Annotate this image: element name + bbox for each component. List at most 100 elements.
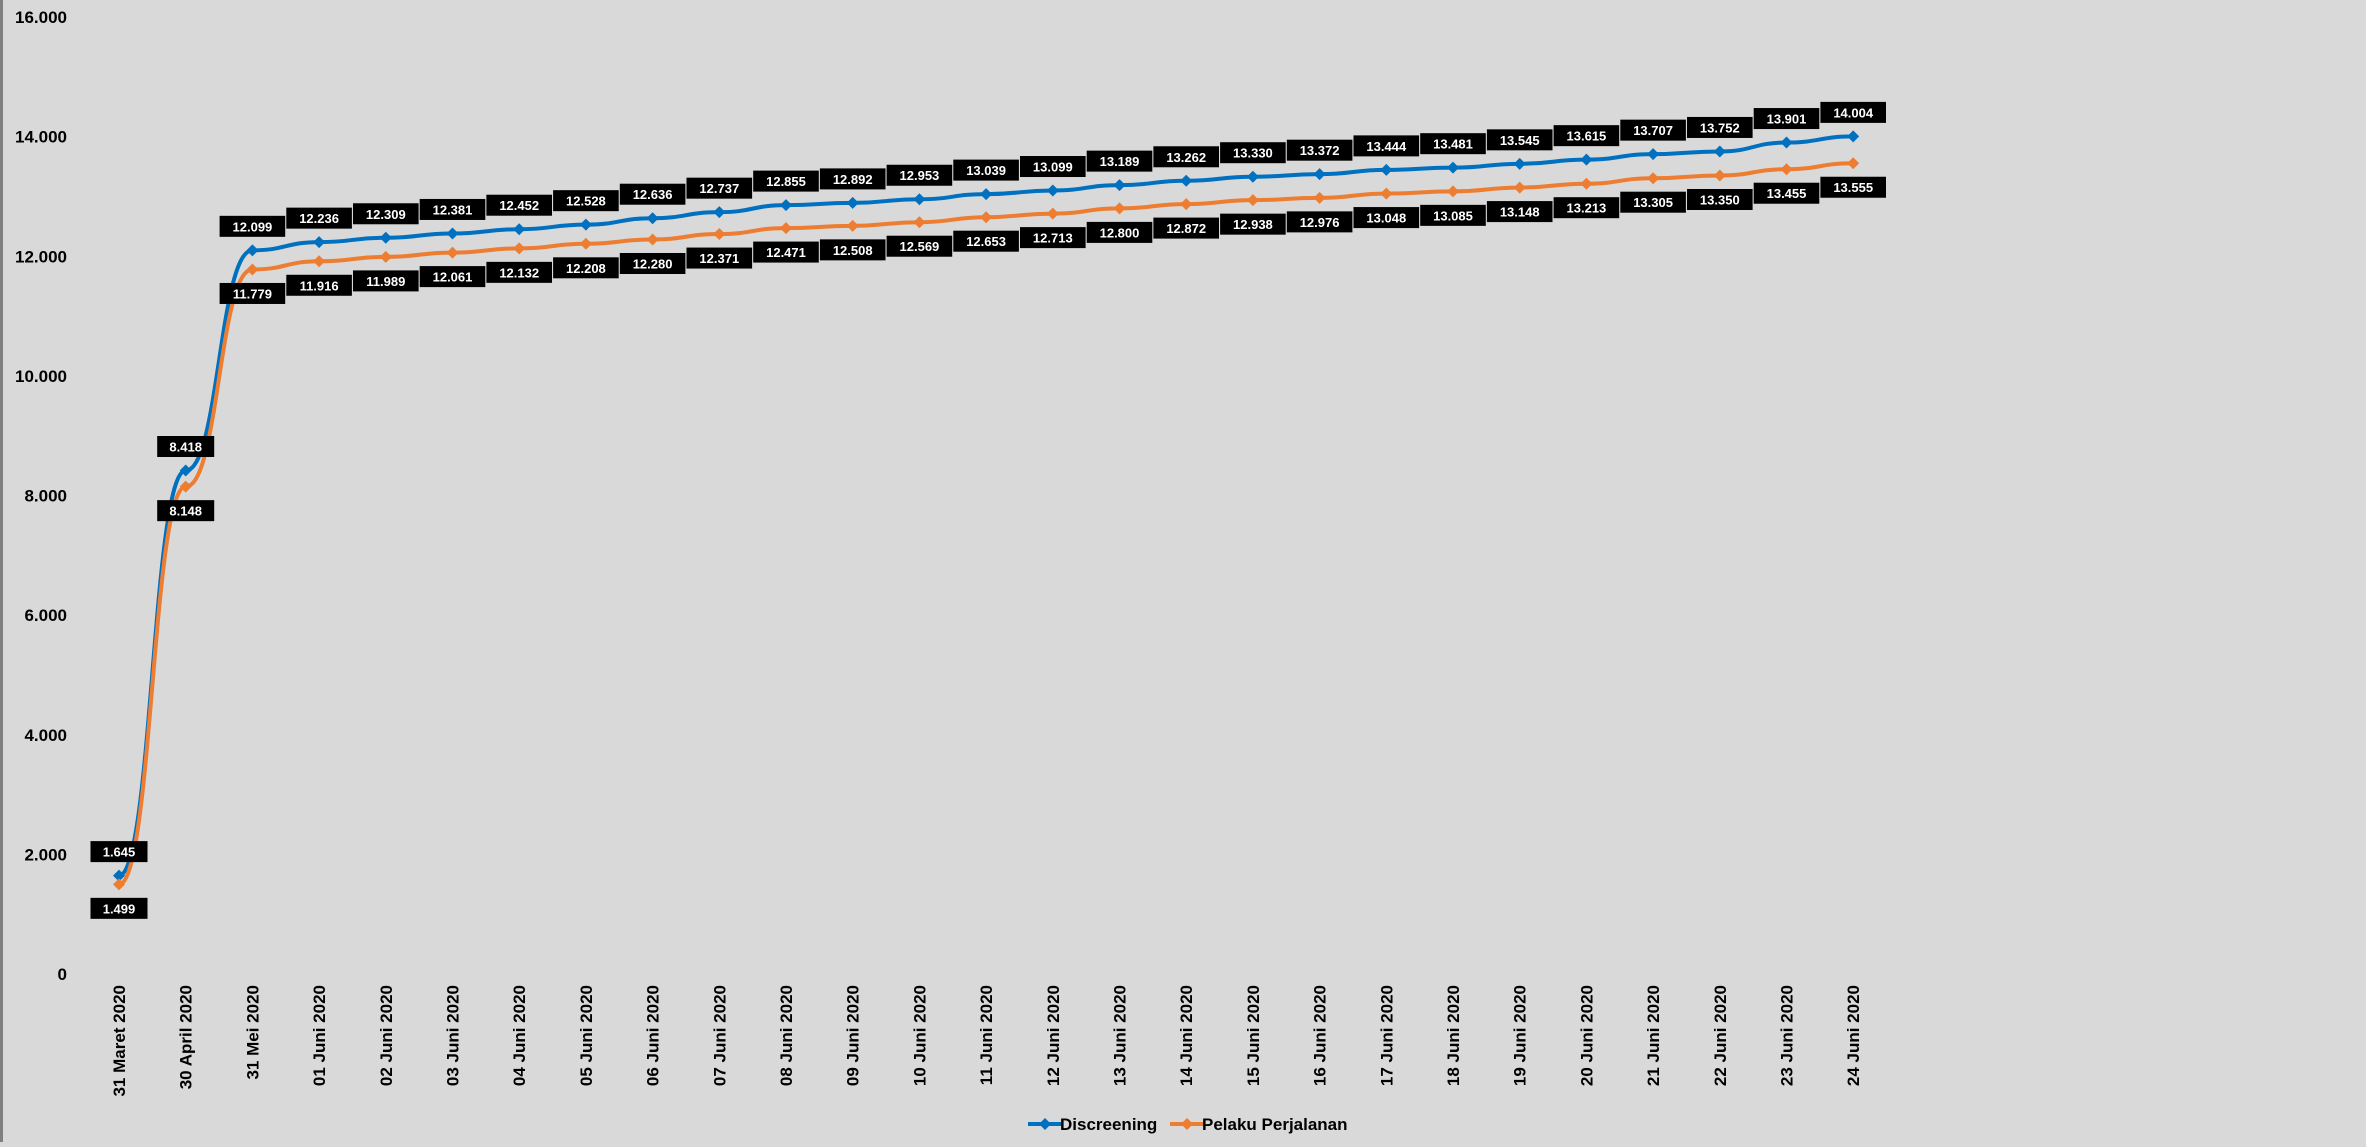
data-label-text: 12.471 [766, 245, 806, 260]
data-label: 13.213 [1553, 197, 1620, 219]
x-tick-label: 01 Juni 2020 [310, 985, 329, 1086]
data-label-box [1486, 201, 1553, 223]
data-label: 12.636 [619, 183, 686, 205]
data-point-marker [780, 222, 792, 235]
legend-label: Discreening [1060, 1115, 1157, 1134]
data-label-text: 12.381 [433, 202, 473, 217]
x-tick-label: 04 Juni 2020 [510, 985, 529, 1086]
data-point-marker [1313, 191, 1326, 204]
data-point-marker [313, 236, 326, 249]
x-tick-label: 31 Mei 2020 [243, 985, 262, 1080]
x-tick-label: 20 Juni 2020 [1577, 985, 1596, 1086]
legend-label: Pelaku Perjalanan [1202, 1115, 1348, 1134]
data-point-marker [313, 255, 326, 268]
data-label: 12.099 [219, 215, 286, 237]
data-label: 12.528 [553, 190, 619, 212]
data-label-text: 13.048 [1366, 211, 1406, 226]
data-label-text: 13.901 [1767, 112, 1807, 127]
legend-marker [1181, 1118, 1193, 1130]
data-point-marker [846, 219, 859, 232]
data-label-text: 12.280 [633, 257, 673, 272]
data-label-box [553, 190, 619, 212]
data-label-box [90, 897, 148, 919]
data-label-text: 13.213 [1567, 201, 1607, 216]
data-label: 12.653 [953, 230, 1019, 252]
data-label-text: 13.085 [1433, 208, 1473, 223]
data-point-marker [513, 223, 526, 236]
data-label-box [1286, 139, 1353, 161]
data-label-box [1820, 101, 1886, 123]
y-tick-label: 2.000 [24, 845, 67, 864]
data-label-text: 12.938 [1233, 217, 1273, 232]
data-point-marker [980, 188, 993, 201]
data-point-marker [980, 211, 993, 224]
x-tick-label: 16 Juni 2020 [1311, 985, 1330, 1086]
y-axis: 0 2.000 4.000 6.000 8.000 10.000 12.000 14.000 1… [15, 8, 67, 984]
data-label-box [953, 230, 1019, 252]
data-point-marker [579, 237, 592, 250]
data-point-marker [1246, 194, 1259, 207]
data-label-text: 12.636 [633, 187, 673, 202]
data-label: 12.132 [486, 261, 552, 283]
data-label-text: 13.305 [1633, 195, 1673, 210]
data-label: 12.508 [819, 239, 886, 261]
data-label-box [486, 194, 552, 216]
series-pelaku-perjalanan [113, 157, 1860, 891]
data-point-marker [1180, 198, 1193, 211]
data-label-text: 12.713 [1033, 231, 1073, 246]
x-tick-label: 05 Juni 2020 [577, 985, 596, 1086]
data-label: 12.061 [419, 266, 486, 288]
data-point-marker [579, 218, 592, 231]
data-label-text: 12.099 [233, 219, 273, 234]
data-point-marker [1180, 174, 1193, 187]
data-label-text: 8.148 [169, 504, 202, 519]
data-point-marker [1580, 153, 1593, 166]
x-tick-label: 06 Juni 2020 [644, 985, 663, 1086]
x-tick-label: 10 Juni 2020 [910, 985, 929, 1086]
data-label: 13.350 [1687, 189, 1753, 211]
data-label-box [90, 841, 148, 863]
data-label-box [1620, 191, 1686, 213]
data-label: 12.976 [1286, 211, 1353, 233]
data-label-text: 12.976 [1300, 215, 1340, 230]
data-label: 13.148 [1486, 201, 1553, 223]
data-label-text: 11.779 [233, 286, 272, 301]
data-label: 12.280 [619, 253, 686, 275]
data-label: 13.262 [1153, 146, 1219, 168]
data-label-box [1020, 227, 1086, 249]
data-label: 13.189 [1086, 150, 1153, 172]
data-label: 12.371 [686, 247, 753, 269]
data-label-box [286, 274, 352, 296]
data-label: 1.645 [90, 841, 148, 863]
data-label-box [1820, 176, 1886, 198]
data-point-marker [1113, 179, 1126, 192]
data-point-marker [1313, 168, 1326, 181]
data-label: 11.779 [219, 282, 286, 304]
data-label-box [1753, 182, 1820, 204]
data-label-box [219, 282, 286, 304]
data-point-marker [513, 242, 526, 255]
data-label-text: 13.752 [1700, 120, 1740, 135]
data-point-marker [1647, 172, 1660, 185]
data-label-text: 8.418 [169, 439, 202, 454]
data-point-marker [713, 206, 726, 219]
data-label: 14.004 [1820, 101, 1886, 123]
data-point-marker [846, 196, 859, 209]
data-label-text: 13.330 [1233, 146, 1273, 161]
data-label-box [286, 207, 352, 229]
y-tick-label: 14.000 [15, 128, 67, 147]
data-label-text: 11.916 [300, 278, 339, 293]
data-label-box [1353, 135, 1420, 157]
data-label-text: 13.189 [1100, 154, 1140, 169]
data-label: 12.938 [1220, 213, 1286, 235]
data-label-box [886, 235, 953, 257]
data-label-box [419, 198, 486, 220]
data-label-text: 13.555 [1833, 180, 1873, 195]
x-tick-label: 07 Juni 2020 [710, 985, 729, 1086]
data-point-marker [446, 227, 459, 240]
data-label-box [553, 257, 619, 279]
data-label-text: 12.855 [766, 174, 806, 189]
y-tick-label: 16.000 [15, 8, 67, 27]
x-tick-label: 15 Juni 2020 [1244, 985, 1263, 1086]
